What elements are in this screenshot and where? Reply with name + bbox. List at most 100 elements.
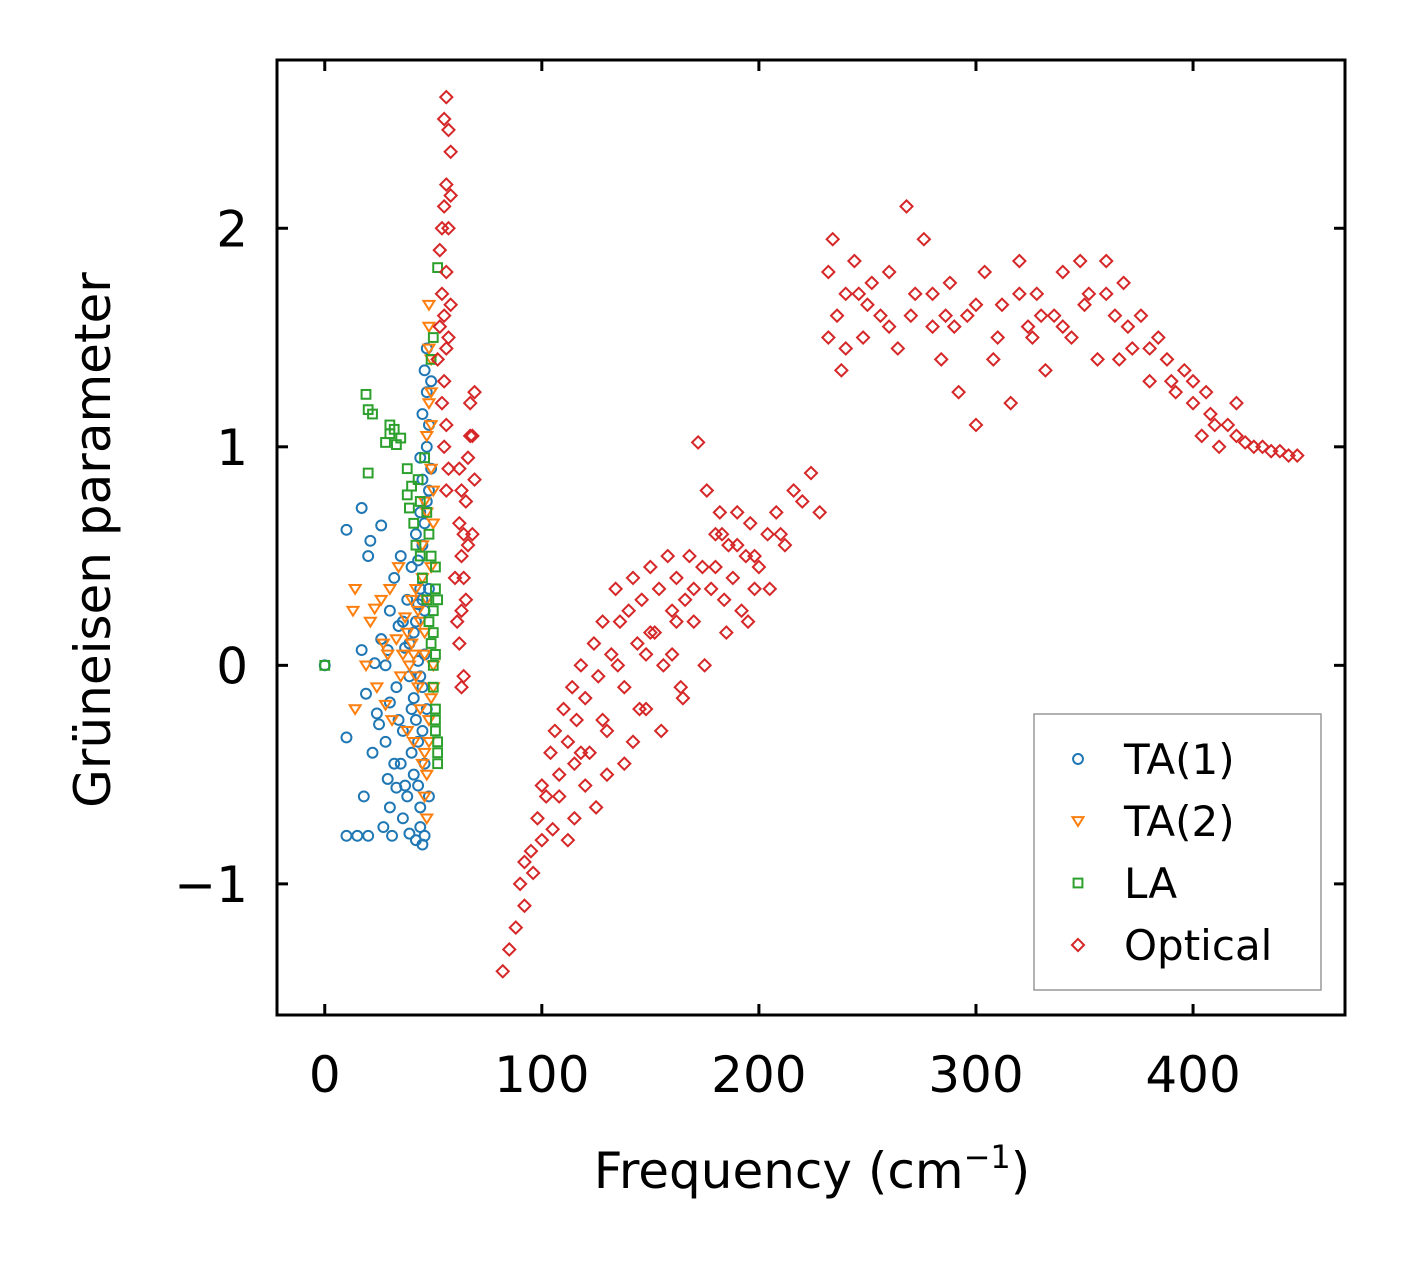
data-point: [586, 636, 602, 651]
data-point: [430, 583, 441, 595]
data-point: [1111, 351, 1127, 367]
series-optical: [430, 89, 1305, 979]
data-point: [534, 778, 550, 794]
data-point: [716, 592, 732, 608]
legend-marker: [1070, 937, 1086, 953]
data-point: [458, 592, 474, 608]
data-point: [443, 297, 459, 313]
data-point: [399, 726, 415, 738]
data-point: [462, 395, 478, 411]
data-point: [1077, 297, 1092, 313]
data-point: [616, 756, 632, 772]
data-point: [825, 231, 841, 247]
data-point: [534, 832, 550, 848]
data-point: [977, 264, 993, 280]
data-point: [378, 699, 393, 712]
data-point: [367, 603, 382, 616]
plot-frame: [275, 58, 1347, 1017]
data-point: [379, 735, 392, 748]
data-point: [467, 472, 483, 488]
data-point: [425, 518, 441, 531]
data-point: [564, 679, 580, 695]
data-point: [406, 736, 422, 749]
data-point: [362, 550, 375, 563]
data-point: [907, 286, 923, 302]
data-point: [414, 801, 427, 814]
data-point: [803, 465, 819, 481]
data-point: [383, 604, 396, 617]
data-point: [408, 584, 424, 596]
data-point: [1150, 330, 1166, 346]
data-point: [423, 387, 439, 400]
data-point: [1220, 417, 1236, 433]
data-point: [729, 504, 745, 520]
data-point: [383, 696, 396, 709]
legend-label: TA(2): [1123, 797, 1235, 846]
data-point: [449, 614, 465, 630]
data-point: [394, 550, 407, 563]
data-point: [642, 559, 658, 575]
data-point: [651, 581, 667, 597]
x-tick-label: 0: [309, 1046, 341, 1104]
data-point: [543, 745, 558, 761]
data-point: [447, 570, 463, 586]
data-point: [403, 827, 416, 840]
data-point: [421, 594, 433, 606]
data-point: [729, 537, 745, 553]
data-point: [538, 789, 554, 804]
series-ta-1-: [318, 342, 438, 851]
data-point: [425, 550, 437, 562]
data-point: [388, 571, 401, 584]
axis-ticks: 0 100 200 300 400 −1 0 1 2: [174, 60, 1345, 1104]
data-point: [697, 657, 713, 673]
data-point: [404, 594, 419, 607]
data-point: [1011, 286, 1027, 302]
data-point: [556, 701, 572, 717]
data-point: [443, 144, 459, 160]
data-point: [366, 746, 379, 759]
data-point: [451, 461, 467, 477]
data-point: [438, 89, 454, 105]
data-point: [1194, 428, 1210, 444]
data-point: [777, 537, 793, 553]
data-point: [1003, 395, 1019, 411]
data-point: [545, 821, 561, 837]
legend-label: Optical: [1124, 921, 1272, 970]
data-point: [358, 660, 374, 673]
data-point: [423, 484, 435, 497]
data-point: [391, 562, 406, 574]
data-point: [319, 659, 331, 671]
data-point: [425, 375, 438, 388]
data-point: [418, 364, 431, 377]
data-point: [625, 570, 641, 586]
data-point: [985, 351, 1001, 367]
data-point: [355, 502, 368, 514]
data-point: [1064, 330, 1079, 346]
data-point: [846, 253, 862, 269]
data-point: [812, 504, 828, 520]
data-point: [362, 829, 375, 842]
data-point: [399, 779, 412, 792]
data-point: [451, 515, 467, 531]
data-point: [421, 506, 433, 518]
data-point: [454, 679, 469, 695]
data-point: [388, 757, 401, 770]
data-point: [1237, 434, 1253, 450]
data-point: [416, 838, 429, 851]
data-point: [621, 603, 637, 619]
data-point: [1142, 373, 1158, 389]
data-point: [423, 790, 435, 803]
data-point: [1024, 330, 1040, 346]
data-point: [430, 649, 441, 660]
data-point: [362, 467, 374, 479]
data-point: [612, 614, 628, 630]
data-point: [436, 111, 452, 127]
data-point: [441, 330, 456, 346]
data-point: [373, 594, 389, 607]
data-point: [664, 603, 680, 619]
data-point: [377, 821, 390, 834]
x-tick-label: 400: [1145, 1046, 1240, 1104]
data-point: [441, 220, 456, 236]
data-point: [1124, 341, 1140, 356]
data-point: [734, 603, 750, 619]
